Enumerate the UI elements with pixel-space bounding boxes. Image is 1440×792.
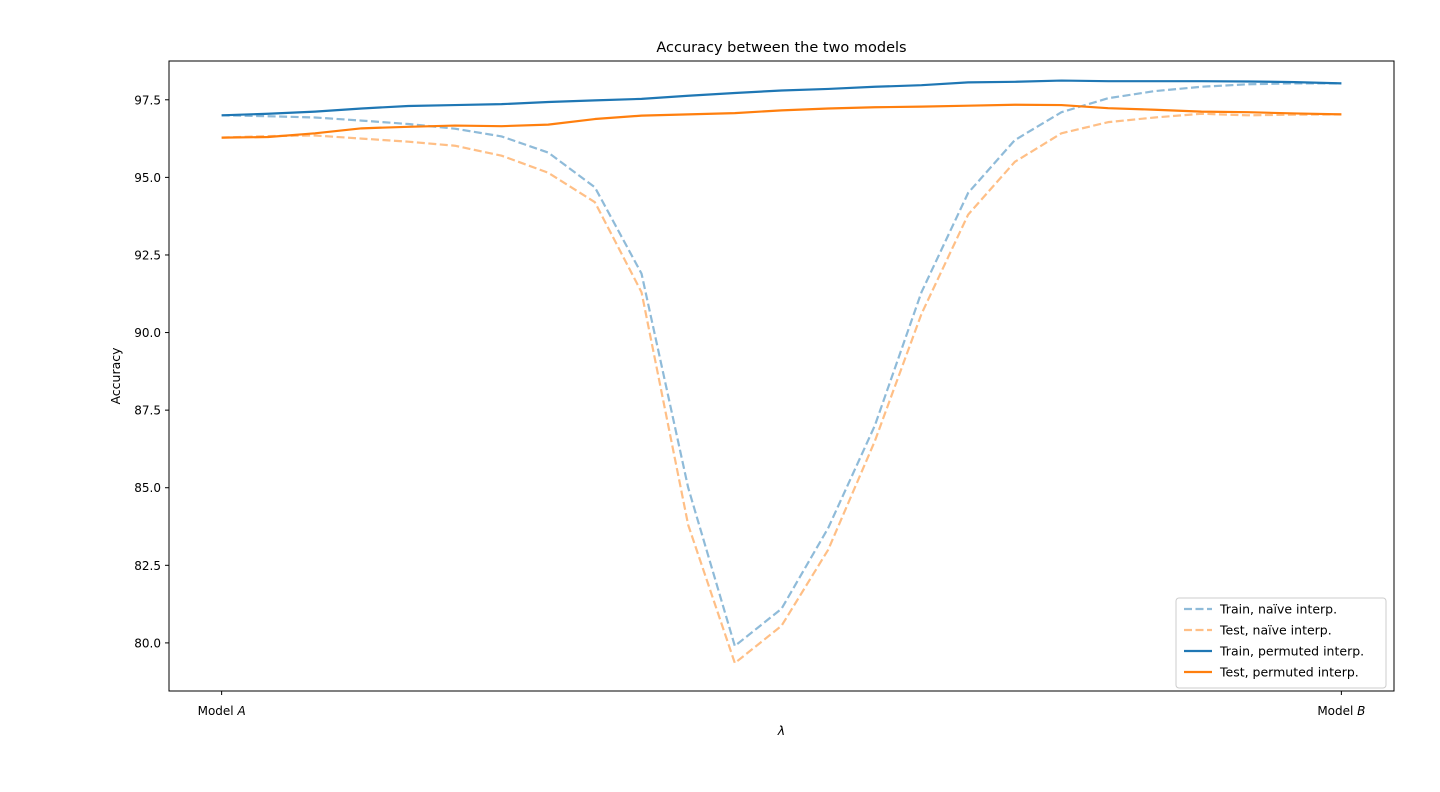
x-tick-label-prefix: Model [1317,704,1357,718]
y-axis-label: Accuracy [108,347,123,405]
x-axis-ticks: Model A Model B [198,691,1365,718]
y-tick-label: 97.5 [134,93,161,107]
legend-label: Test, permuted interp. [1219,665,1359,680]
series-line-4 [221,103,1342,139]
x-tick-label: Model A [198,704,246,718]
y-tick-label: 87.5 [134,404,161,418]
plot-lines [221,79,1342,665]
x-axis-label: λ [777,723,785,738]
y-tick-label: 92.5 [134,248,161,262]
legend-label: Train, permuted interp. [1219,644,1364,659]
legend: Train, naïve interp. Test, naïve interp. T… [1175,597,1387,689]
x-tick-label-variable: B [1357,704,1365,718]
series-line-1 [221,82,1342,648]
series-line-3 [221,79,1342,117]
series-line-2 [221,112,1342,665]
y-tick-label: 82.5 [134,559,161,573]
y-axis-ticks: 80.0 82.5 85.0 87.5 90.0 92.5 95.0 97.5 [134,93,169,650]
x-tick-label-prefix: Model [198,704,238,718]
chart-title: Accuracy between the two models [656,40,906,56]
legend-label: Train, naïve interp. [1219,602,1337,617]
x-tick-label-variable: A [236,704,245,718]
y-tick-label: 85.0 [134,481,161,495]
y-tick-label: 95.0 [134,171,161,185]
x-tick-label: Model B [1317,704,1365,718]
legend-label: Test, naïve interp. [1219,623,1332,638]
legend-box [1175,597,1387,689]
y-tick-label: 80.0 [134,636,161,650]
y-tick-label: 90.0 [134,326,161,340]
plot-frame [168,60,1395,692]
